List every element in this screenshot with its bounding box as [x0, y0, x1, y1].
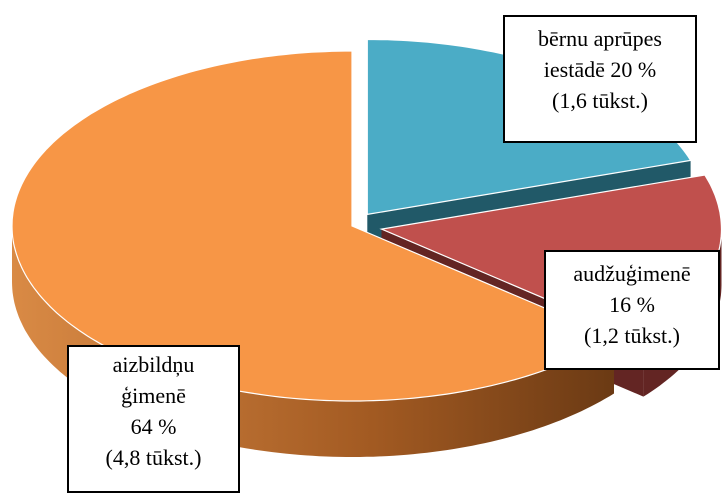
value-label: 16 % — [609, 292, 655, 317]
label-box: audžuģimenē 16 % (1,2 tūkst.) — [544, 250, 720, 370]
value-label: 64 % — [130, 414, 177, 439]
slice-label: bērnu aprūpes iestādē — [537, 26, 662, 82]
slice-label: audžuģimenē — [573, 261, 691, 286]
slice-top — [11, 50, 616, 402]
label-box: bērnu aprūpes iestādē 20 % (1,6 tūkst.) — [503, 15, 697, 143]
slice-label: aizbildņu ģimenē — [112, 352, 195, 408]
label-box: aizbildņu ģimenē 64 % (4,8 tūkst.) — [67, 345, 240, 493]
count-label: (4,8 tūkst.) — [105, 445, 202, 470]
value-label: 20 % — [610, 57, 657, 82]
count-label: (1,6 tūkst.) — [552, 88, 648, 113]
count-label: (1,2 tūkst.) — [584, 323, 680, 348]
